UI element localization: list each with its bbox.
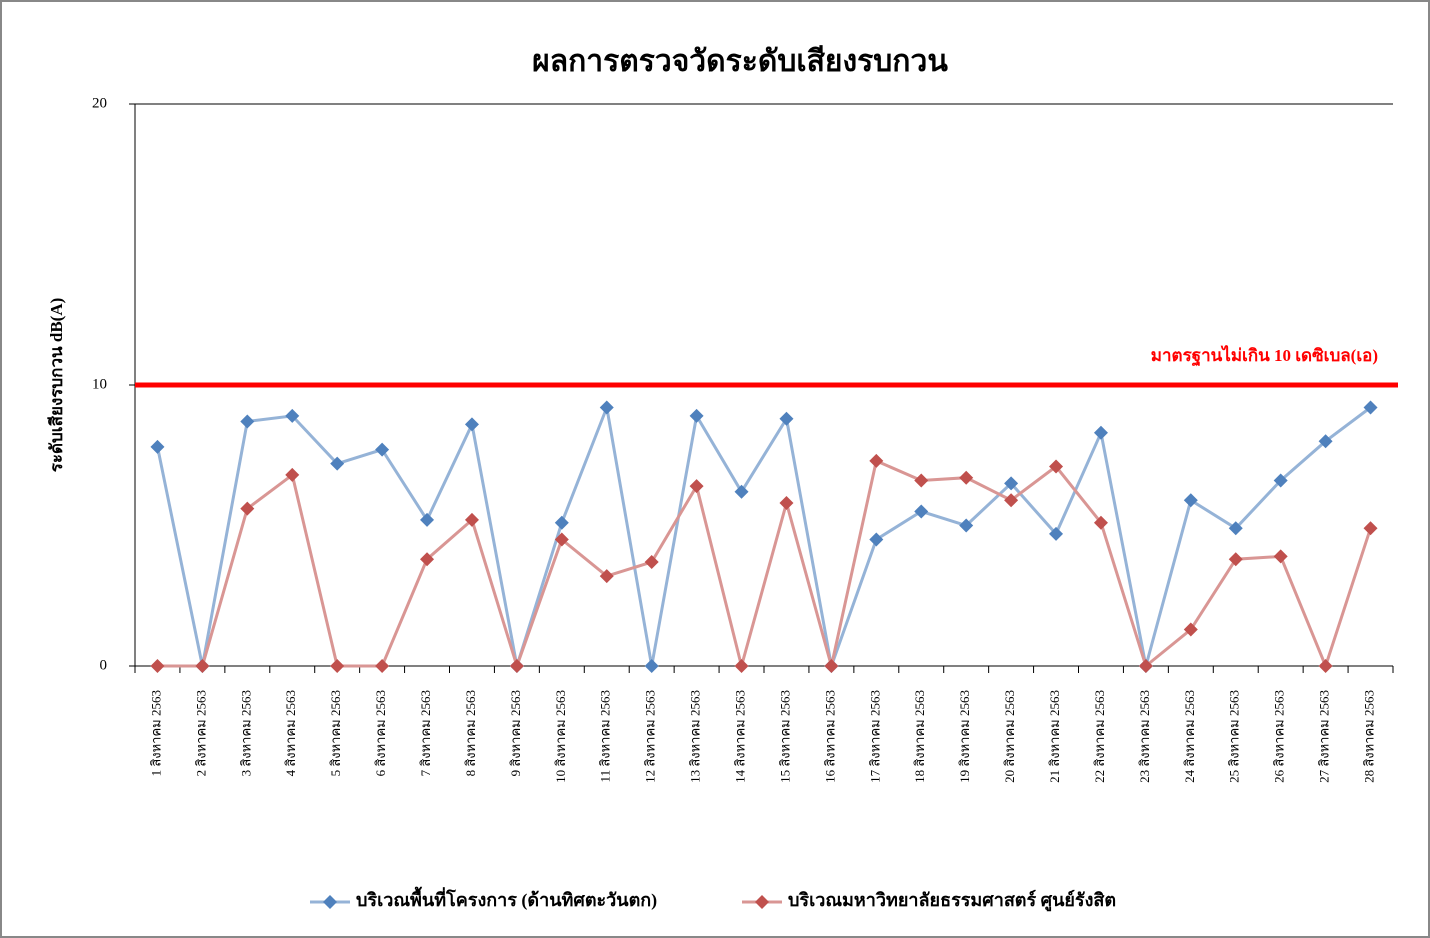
series-line — [156, 401, 1372, 672]
x-tick-label: 9 สิงหาคม 2563 — [508, 690, 523, 776]
x-tick-label: 12 สิงหาคม 2563 — [643, 690, 658, 783]
data-point — [1228, 552, 1243, 567]
x-tick-label: 15 สิงหาคม 2563 — [777, 690, 792, 783]
data-point — [1183, 622, 1198, 637]
data-point — [240, 501, 255, 516]
data-point — [464, 417, 479, 432]
x-tick-label: 14 สิงหาคม 2563 — [733, 690, 748, 783]
legend-label: บริเวณมหาวิทยาลัยธรรมศาสตร์ ศูนย์รังสิต — [788, 889, 1116, 912]
x-tick-label: 22 สิงหาคม 2563 — [1092, 690, 1107, 783]
data-point — [1049, 526, 1064, 541]
data-point — [1138, 659, 1153, 673]
legend-marker — [755, 895, 769, 909]
x-tick-label: 4 สิงหาคม 2563 — [283, 690, 298, 776]
x-tick-label: 3 สิงหาคม 2563 — [238, 690, 253, 776]
x-tick-label: 16 สิงหาคม 2563 — [822, 690, 837, 783]
data-point — [1004, 476, 1019, 491]
x-tick-label: 11 สิงหาคม 2563 — [598, 690, 613, 782]
data-point — [1273, 549, 1288, 564]
x-tick-label: 27 สิงหาคม 2563 — [1317, 690, 1332, 783]
data-point — [599, 569, 614, 584]
data-point — [240, 414, 255, 429]
x-tick-label: 19 สิงหาคม 2563 — [957, 690, 972, 783]
data-point — [509, 659, 524, 673]
data-point — [644, 555, 659, 570]
x-tick-label: 18 สิงหาคม 2563 — [912, 690, 927, 783]
data-point — [1049, 459, 1064, 474]
data-point — [959, 518, 974, 533]
x-tick-label: 24 สิงหาคม 2563 — [1182, 690, 1197, 783]
x-tick-label: 20 สิงหาคม 2563 — [1002, 690, 1017, 783]
data-point — [869, 453, 884, 468]
data-point — [689, 479, 704, 494]
data-point — [420, 512, 435, 527]
data-point — [420, 552, 435, 567]
x-tick-label: 17 สิงหาคม 2563 — [867, 690, 882, 783]
data-point — [779, 496, 794, 511]
x-tick-label: 5 สิงหาคม 2563 — [328, 690, 343, 776]
legend-marker — [323, 895, 337, 909]
x-tick-label: 8 สิงหาคม 2563 — [463, 690, 478, 776]
data-point — [1363, 521, 1378, 536]
data-point — [779, 411, 794, 426]
data-point — [1363, 400, 1378, 415]
x-tick-label: 21 สิงหาคม 2563 — [1047, 690, 1062, 783]
reference-label: มาตรฐานไม่เกิน 10 เดซิเบล(เอ) — [1151, 345, 1378, 367]
x-tick-label: 26 สิงหาคม 2563 — [1272, 690, 1287, 783]
data-point — [150, 659, 165, 673]
data-point — [330, 659, 345, 673]
y-axis-label: ระดับเสียงรบกวน dB(A) — [46, 298, 66, 473]
data-point — [1093, 515, 1108, 530]
data-point — [1273, 473, 1288, 488]
data-point — [285, 467, 300, 482]
data-point — [150, 439, 165, 454]
x-tick-label: 7 สิงหาคม 2563 — [418, 690, 433, 776]
data-point — [734, 659, 749, 673]
data-point — [644, 659, 659, 673]
data-point — [464, 512, 479, 527]
x-tick-label: 28 สิงหาคม 2563 — [1362, 690, 1377, 783]
data-point — [914, 504, 929, 519]
data-point — [554, 532, 569, 547]
y-tick-label: 10 — [92, 376, 107, 392]
y-tick-label: 20 — [92, 95, 107, 111]
chart-title: ผลการตรวจวัดระดับเสียงรบกวน — [532, 45, 948, 78]
x-tick-label: 2 สิงหาคม 2563 — [193, 690, 208, 776]
data-point — [1183, 493, 1198, 508]
y-tick-label: 0 — [100, 657, 108, 673]
data-point — [285, 408, 300, 423]
data-point — [824, 659, 839, 673]
data-point — [734, 484, 749, 499]
data-point — [330, 456, 345, 471]
legend-label: บริเวณพื้นที่โครงการ (ด้านทิศตะวันตก) — [356, 886, 657, 911]
data-point — [375, 659, 390, 673]
x-tick-label: 6 สิงหาคม 2563 — [373, 690, 388, 776]
data-point — [959, 470, 974, 485]
x-tick-label: 23 สิงหาคม 2563 — [1137, 690, 1152, 783]
data-point — [1228, 521, 1243, 536]
data-point — [1318, 659, 1333, 673]
data-point — [1093, 425, 1108, 440]
data-point — [195, 659, 210, 673]
data-point — [689, 408, 704, 423]
data-point — [1318, 434, 1333, 449]
x-tick-label: 10 สิงหาคม 2563 — [553, 690, 568, 783]
series-line — [157, 458, 1372, 672]
data-point — [1004, 493, 1019, 508]
data-point — [914, 473, 929, 488]
x-tick-label: 1 สิงหาคม 2563 — [148, 690, 163, 776]
data-point — [375, 442, 390, 457]
data-point — [869, 532, 884, 547]
x-tick-label: 13 สิงหาคม 2563 — [688, 690, 703, 783]
data-point — [554, 515, 569, 530]
data-point — [599, 400, 614, 415]
x-tick-label: 25 สิงหาคม 2563 — [1227, 690, 1242, 783]
